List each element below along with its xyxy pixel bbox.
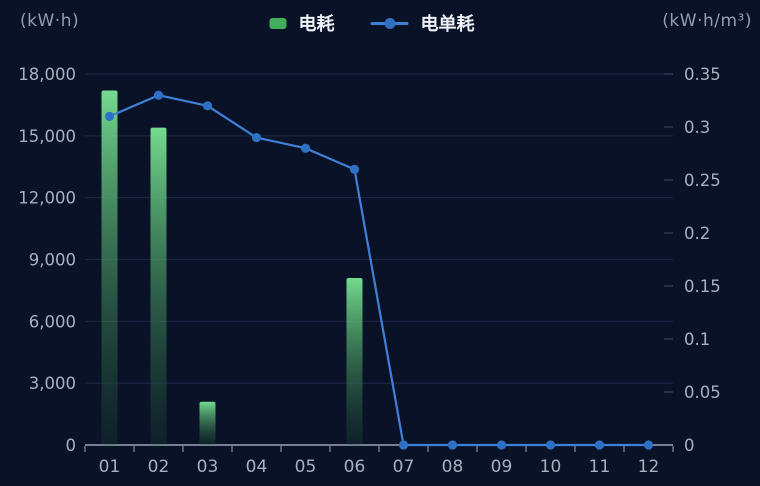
y-axis-left-tick-label: 9,000 bbox=[29, 251, 76, 270]
legend-item-unit-power-consumption[interactable]: 电单耗 bbox=[370, 10, 475, 36]
legend-item-power-consumption[interactable]: 电耗 bbox=[269, 10, 335, 36]
x-axis-category-label: 03 bbox=[197, 457, 219, 477]
x-axis-category-label: 05 bbox=[295, 457, 317, 477]
bar-month-02[interactable] bbox=[150, 127, 167, 445]
trend-line[interactable] bbox=[109, 94, 649, 447]
y-axis-left-tick-label: 0 bbox=[66, 436, 77, 455]
y-axis-right-tick-label: 0.3 bbox=[684, 118, 710, 137]
bar-month-01[interactable] bbox=[101, 90, 118, 445]
y-axis-right-tick-label: 0 bbox=[684, 436, 695, 455]
legend-label: 电耗 bbox=[298, 14, 335, 35]
x-axis-category-label: 02 bbox=[148, 457, 170, 477]
y-axis-right-tick-label: 0.1 bbox=[684, 330, 710, 349]
line-point-month-09[interactable] bbox=[496, 440, 507, 450]
x-axis-category-label: 11 bbox=[589, 457, 611, 477]
line-point-month-08[interactable] bbox=[447, 440, 458, 450]
x-axis-category-label: 12 bbox=[638, 457, 660, 477]
legend-bar-swatch-icon bbox=[269, 17, 287, 29]
bar-month-03[interactable] bbox=[199, 401, 216, 445]
bar-month-06[interactable] bbox=[346, 278, 363, 445]
y-axis-right-tick-label: 0.2 bbox=[684, 224, 710, 243]
line-point-month-05[interactable] bbox=[300, 143, 311, 153]
line-point-month-03[interactable] bbox=[202, 101, 213, 111]
legend-label: 电单耗 bbox=[420, 14, 475, 35]
y-axis-right-tick-label: 0.25 bbox=[684, 171, 721, 190]
y-axis-left-tick-label: 3,000 bbox=[29, 374, 76, 393]
right-axis-unit-label: (kW·h/m³) bbox=[662, 11, 752, 31]
legend-line-dot-icon bbox=[370, 17, 409, 29]
x-axis-category-label: 06 bbox=[344, 457, 366, 477]
y-axis-left-tick-label: 12,000 bbox=[18, 189, 76, 208]
line-point-month-07[interactable] bbox=[398, 440, 409, 450]
line-point-month-11[interactable] bbox=[594, 440, 605, 450]
x-axis-category-label: 10 bbox=[540, 457, 562, 477]
left-axis-unit-label: (kW·h) bbox=[20, 11, 80, 31]
line-point-month-06[interactable] bbox=[349, 164, 360, 174]
x-axis-category-label: 08 bbox=[442, 457, 464, 477]
y-axis-left-tick-label: 6,000 bbox=[29, 312, 76, 331]
x-axis-category-label: 09 bbox=[491, 457, 513, 477]
line-point-month-01[interactable] bbox=[104, 111, 115, 121]
chart-legend: 电耗 电单耗 bbox=[269, 10, 475, 36]
y-axis-right-tick-label: 0.35 bbox=[684, 65, 721, 84]
x-axis-category-label: 07 bbox=[393, 457, 415, 477]
line-point-month-02[interactable] bbox=[153, 90, 164, 100]
y-axis-left-tick-label: 15,000 bbox=[18, 127, 76, 146]
y-axis-right-tick-label: 0.15 bbox=[684, 277, 721, 296]
x-axis-category-label: 01 bbox=[99, 457, 121, 477]
y-axis-right-tick-label: 0.05 bbox=[684, 383, 721, 402]
line-point-month-10[interactable] bbox=[545, 440, 556, 450]
x-axis-category-label: 04 bbox=[246, 457, 268, 477]
y-axis-left-tick-label: 18,000 bbox=[18, 65, 76, 84]
line-point-month-04[interactable] bbox=[251, 133, 262, 143]
line-point-month-12[interactable] bbox=[643, 440, 654, 450]
